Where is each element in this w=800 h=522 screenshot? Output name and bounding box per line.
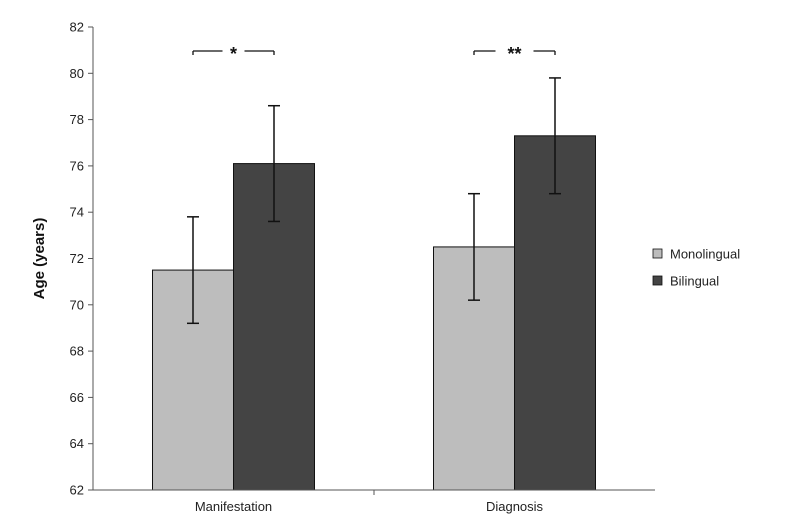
y-tick-label: 64	[70, 436, 84, 451]
x-axis-ticks: Manifestation Diagnosis	[195, 490, 544, 514]
y-tick-label: 78	[70, 112, 84, 127]
y-tick-label: 74	[70, 205, 84, 220]
significance-marker: **	[507, 44, 521, 64]
y-tick-label: 76	[70, 158, 84, 173]
significance-marker: *	[230, 44, 237, 64]
bar-bilingual-diagnosis	[514, 135, 596, 491]
y-tick-label: 62	[70, 483, 84, 498]
legend-label-monolingual: Monolingual	[670, 247, 740, 262]
error-bars	[187, 77, 561, 325]
y-tick-label: 80	[70, 66, 84, 81]
y-tick-label: 82	[70, 20, 84, 35]
bars	[152, 135, 596, 491]
legend-swatch-bilingual	[652, 275, 663, 286]
y-tick-label: 70	[70, 297, 84, 312]
legend-label-bilingual: Bilingual	[670, 274, 719, 289]
y-tick-label: 68	[70, 344, 84, 359]
y-tick-label: 72	[70, 251, 84, 266]
x-tick-label: Manifestation	[195, 499, 272, 514]
legend: Monolingual Bilingual	[652, 247, 740, 289]
y-axis-title: Age (years)	[31, 218, 48, 300]
y-tick-label: 66	[70, 390, 84, 405]
x-tick-label: Diagnosis	[486, 499, 544, 514]
legend-swatch-monolingual	[652, 248, 663, 259]
y-axis-ticks: 62 64 66 68 70 72 74 76 78 80 82	[70, 20, 93, 498]
significance-markers: * **	[192, 44, 556, 64]
